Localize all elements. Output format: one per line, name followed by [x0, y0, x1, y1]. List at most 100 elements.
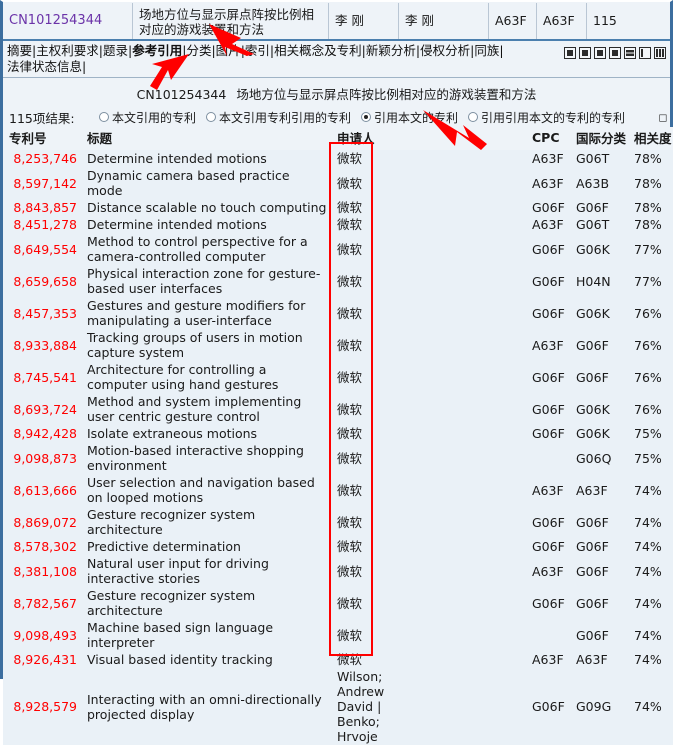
- column-header-ipc[interactable]: 国际分类: [570, 127, 628, 150]
- tab-3[interactable]: 参考引用: [132, 43, 183, 58]
- row-cpc: A63F: [526, 167, 570, 199]
- column-header-title[interactable]: 标题: [81, 127, 331, 150]
- flag-icon[interactable]: [639, 47, 651, 59]
- previous-record-icon[interactable]: [579, 47, 591, 59]
- row-title: Gestures and gesture modifiers for manip…: [81, 297, 331, 329]
- column-header-patent-no[interactable]: 专利号: [3, 127, 81, 150]
- row-spacer: [391, 538, 526, 555]
- patent-number-link[interactable]: 8,381,108: [3, 555, 81, 587]
- last-record-icon[interactable]: [609, 47, 621, 59]
- row-relevance: 78%: [628, 199, 673, 216]
- tab-separator: |: [499, 43, 504, 58]
- expand-icon[interactable]: ◻: [658, 110, 668, 124]
- table-row[interactable]: 8,659,658 Physical interaction zone for g…: [3, 265, 673, 297]
- row-ipc: A63B: [570, 167, 628, 199]
- patent-number-link[interactable]: 8,928,579: [3, 668, 81, 745]
- grid-view-icon[interactable]: [654, 47, 666, 59]
- patent-number-link[interactable]: 8,253,746: [3, 150, 81, 167]
- row-ipc: G06F: [570, 555, 628, 587]
- patent-number-link[interactable]: 9,098,493: [3, 619, 81, 651]
- table-row[interactable]: 9,098,493 Machine based sign language int…: [3, 619, 673, 651]
- row-applicant: 微软: [331, 619, 391, 651]
- row-cpc: G06F: [526, 668, 570, 745]
- table-row[interactable]: 8,457,353 Gestures and gesture modifiers …: [3, 297, 673, 329]
- table-row[interactable]: 8,613,666 User selection and navigation b…: [3, 474, 673, 506]
- tab-2[interactable]: 题录: [102, 43, 128, 58]
- patent-number-link[interactable]: 9,098,873: [3, 442, 81, 474]
- row-ipc: G06K: [570, 297, 628, 329]
- row-applicant: Wilson; Andrew David | Benko; Hrvoje: [331, 668, 391, 745]
- radio-dot-icon[interactable]: [99, 112, 109, 122]
- radio-option-0[interactable]: 本文引用的专利: [99, 109, 196, 126]
- table-row[interactable]: 8,693,724 Method and system implementing …: [3, 393, 673, 425]
- patent-number-link[interactable]: 8,745,541: [3, 361, 81, 393]
- radio-dot-icon[interactable]: [361, 112, 372, 122]
- table-row[interactable]: 8,578,302 Predictive determination 微软 G06F G…: [3, 538, 673, 555]
- tab-10[interactable]: 同族: [474, 43, 500, 58]
- table-row[interactable]: 8,745,541 Architecture for controlling a …: [3, 361, 673, 393]
- radio-option-2[interactable]: 引用本文的专利: [361, 109, 458, 126]
- patent-number-link[interactable]: 8,578,302: [3, 538, 81, 555]
- list-view-icon[interactable]: [624, 47, 636, 59]
- tab-1[interactable]: 主权利要求: [36, 43, 99, 58]
- table-row[interactable]: 8,381,108 Natural user input for driving …: [3, 555, 673, 587]
- patent-number-link[interactable]: 8,659,658: [3, 265, 81, 297]
- radio-option-3[interactable]: 引用引用本文的专利的专利: [468, 109, 625, 126]
- tab-7[interactable]: 相关概念及专利: [274, 43, 362, 58]
- table-row[interactable]: 9,098,873 Motion-based interactive shoppi…: [3, 442, 673, 474]
- patent-number-link[interactable]: 8,926,431: [3, 651, 81, 668]
- column-header-cpc[interactable]: CPC: [526, 127, 570, 150]
- first-record-icon[interactable]: [564, 47, 576, 59]
- row-relevance: 74%: [628, 474, 673, 506]
- table-row[interactable]: 8,597,142 Dynamic camera based practice m…: [3, 167, 673, 199]
- tab-8[interactable]: 新颖分析: [365, 43, 416, 58]
- tab-0[interactable]: 摘要: [7, 43, 33, 58]
- row-ipc: G06F: [570, 538, 628, 555]
- table-row[interactable]: 8,928,579 Interacting with an omni-direct…: [3, 668, 673, 745]
- row-title: Natural user input for driving interacti…: [81, 555, 331, 587]
- patent-number-link[interactable]: 8,649,554: [3, 233, 81, 265]
- patent-number-link[interactable]: 8,693,724: [3, 393, 81, 425]
- row-title: Motion-based interactive shopping enviro…: [81, 442, 331, 474]
- row-cpc: G06F: [526, 425, 570, 442]
- tab-4[interactable]: 分类: [186, 43, 212, 58]
- table-row[interactable]: 8,926,431 Visual based identity tracking 微…: [3, 651, 673, 668]
- tab-9[interactable]: 侵权分析: [420, 43, 471, 58]
- patent-number-link[interactable]: 8,843,857: [3, 199, 81, 216]
- table-row[interactable]: 8,869,072 Gesture recognizer system archi…: [3, 506, 673, 538]
- patent-number-link[interactable]: 8,597,142: [3, 167, 81, 199]
- table-row[interactable]: 8,649,554 Method to control perspective f…: [3, 233, 673, 265]
- patent-number-link[interactable]: 8,869,072: [3, 506, 81, 538]
- tab-11[interactable]: 法律状态信息: [7, 59, 83, 74]
- next-record-icon[interactable]: [594, 47, 606, 59]
- patent-number-link[interactable]: 8,782,567: [3, 587, 81, 619]
- table-row[interactable]: 8,933,884 Tracking groups of users in mot…: [3, 329, 673, 361]
- record-ipc: A63F: [537, 3, 587, 39]
- radio-dot-icon[interactable]: [468, 112, 479, 122]
- patent-number-link[interactable]: 8,613,666: [3, 474, 81, 506]
- results-table-container: 专利号 标题 申请人 CPC 国际分类 相关度 8,253,746 Determi…: [3, 127, 673, 745]
- row-applicant: 微软: [331, 329, 391, 361]
- patent-number-link[interactable]: 8,451,278: [3, 216, 81, 233]
- row-title: Distance scalable no touch computing: [81, 199, 331, 216]
- row-spacer: [391, 506, 526, 538]
- column-header-relevance[interactable]: 相关度: [628, 127, 673, 150]
- radio-option-1[interactable]: 本文引用专利引用的专利: [206, 109, 351, 126]
- radio-label: 本文引用的专利: [112, 110, 197, 125]
- radio-dot-icon[interactable]: [206, 112, 217, 122]
- record-patent-number[interactable]: CN101254344: [3, 3, 133, 39]
- table-row[interactable]: 8,782,567 Gesture recognizer system archi…: [3, 587, 673, 619]
- row-spacer: [391, 297, 526, 329]
- table-row[interactable]: 8,451,278 Determine intended motions 微软 A63…: [3, 216, 673, 233]
- row-applicant: 微软: [331, 538, 391, 555]
- tab-5[interactable]: 图片: [215, 43, 241, 58]
- row-relevance: 74%: [628, 587, 673, 619]
- tab-6[interactable]: 索引: [244, 43, 270, 58]
- table-row[interactable]: 8,843,857 Distance scalable no touch comp…: [3, 199, 673, 216]
- patent-number-link[interactable]: 8,457,353: [3, 297, 81, 329]
- table-row[interactable]: 8,942,428 Isolate extraneous motions 微软 G06…: [3, 425, 673, 442]
- patent-number-link[interactable]: 8,942,428: [3, 425, 81, 442]
- column-header-applicant[interactable]: 申请人: [331, 127, 391, 150]
- patent-number-link[interactable]: 8,933,884: [3, 329, 81, 361]
- table-row[interactable]: 8,253,746 Determine intended motions 微软 A63…: [3, 150, 673, 167]
